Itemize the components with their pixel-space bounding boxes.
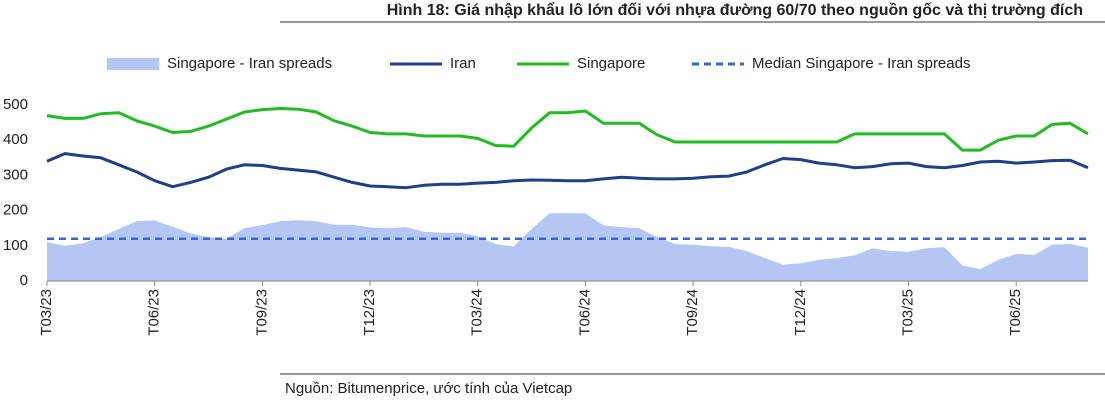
x-tick-label: T12/24 <box>792 289 809 336</box>
y-tick-label: 100 <box>3 237 28 254</box>
y-tick-label: 300 <box>3 166 28 183</box>
legend-label: Singapore <box>577 55 645 72</box>
legend-label: Singapore - Iran spreads <box>167 55 332 72</box>
legend-swatch <box>107 58 159 70</box>
y-tick-label: 400 <box>3 131 28 148</box>
line <box>46 107 1089 152</box>
x-tick-label: T06/23 <box>146 289 163 336</box>
area <box>47 213 1088 281</box>
y-tick-label: 0 <box>20 272 28 289</box>
x-tick-label: T06/24 <box>576 289 593 336</box>
x-tick-label: T06/25 <box>1007 289 1024 336</box>
x-tick-label: T09/23 <box>253 289 270 336</box>
legend-label: Median Singapore - Iran spreads <box>752 55 970 72</box>
x-tick-label: T03/24 <box>469 289 486 336</box>
x-tick-label: T12/23 <box>361 289 378 336</box>
chart-title: Hình 18: Giá nhập khẩu lô lớn đối với nh… <box>387 1 1083 19</box>
source-note: Nguồn: Bitumenprice, ước tính của Vietca… <box>285 380 572 397</box>
x-tick-label: T03/23 <box>38 289 55 336</box>
y-tick-label: 200 <box>3 202 28 219</box>
x-tick-label: T09/24 <box>684 289 701 336</box>
legend-label: Iran <box>450 55 476 72</box>
x-tick-label: T03/25 <box>899 289 916 336</box>
y-tick-label: 500 <box>3 96 28 113</box>
line <box>46 152 1089 190</box>
